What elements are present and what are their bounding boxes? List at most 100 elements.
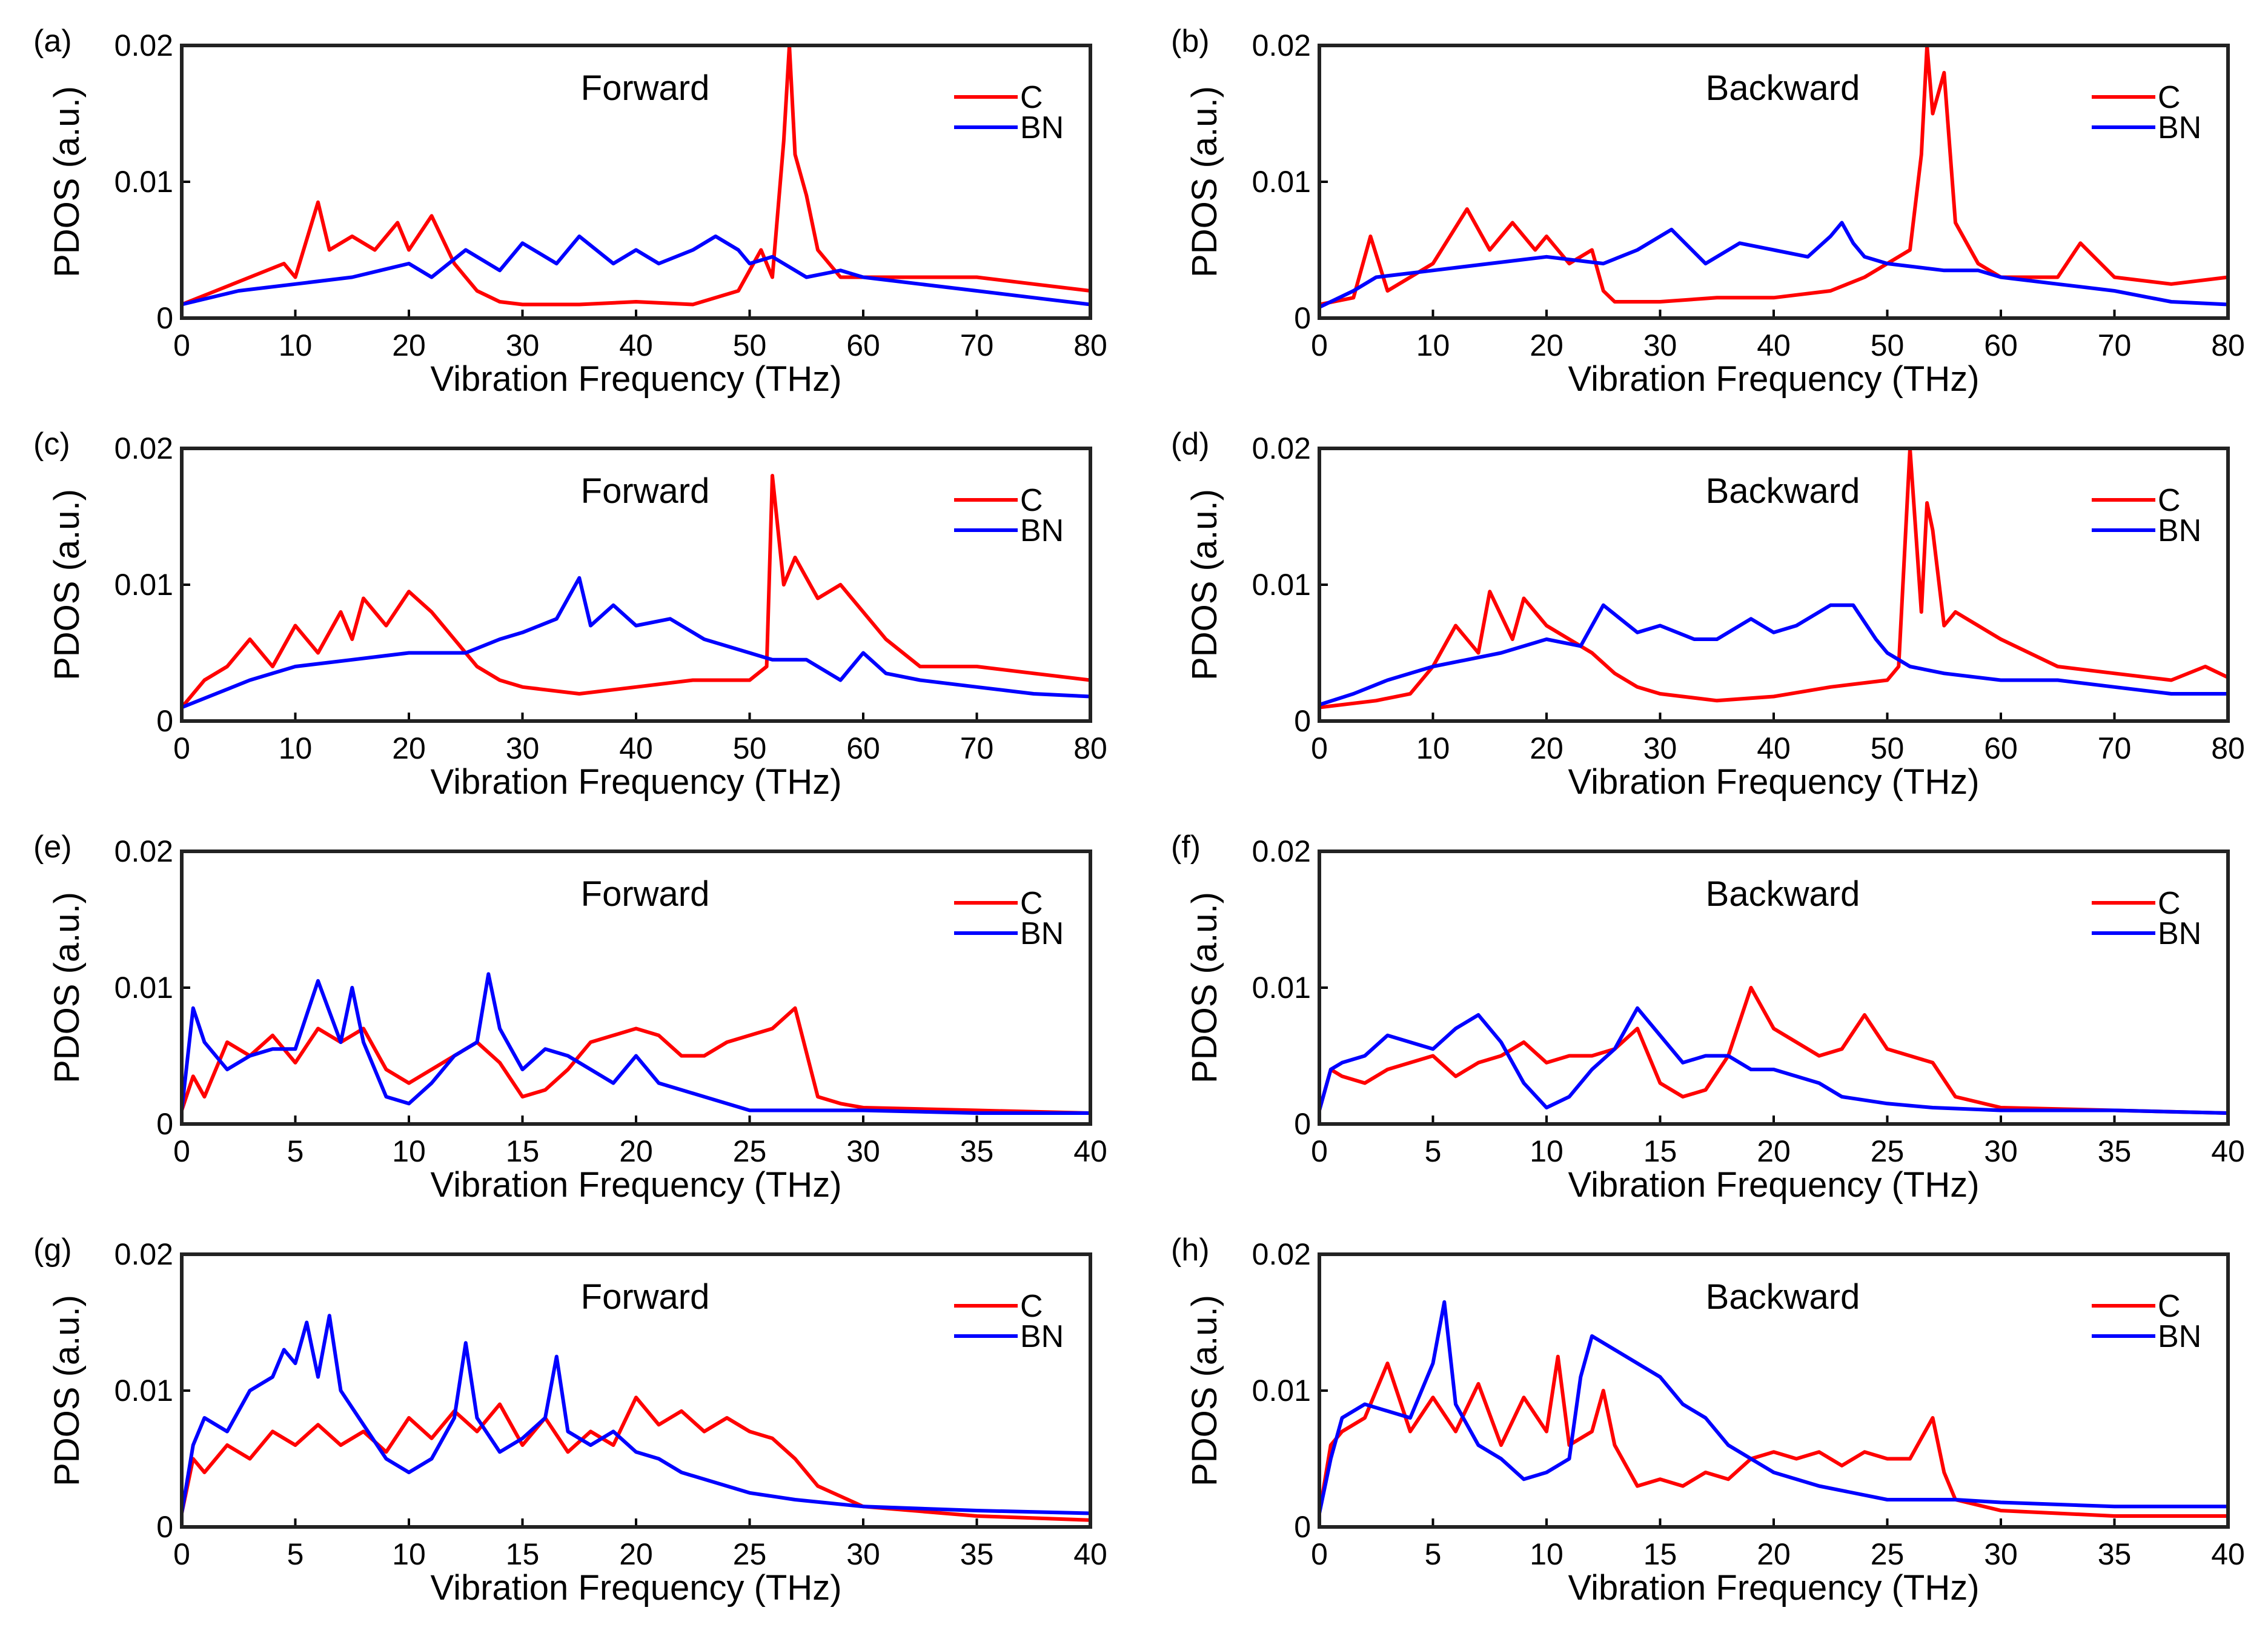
x-tick-label: 40 xyxy=(1757,328,1791,362)
x-axis-title: Vibration Frequency (THz) xyxy=(1568,762,1979,802)
legend-label-bn: BN xyxy=(2158,1319,2201,1354)
panel-label: (d) xyxy=(1171,427,1210,462)
x-axis-title: Vibration Frequency (THz) xyxy=(430,1165,841,1205)
x-tick-label: 40 xyxy=(1073,1134,1107,1168)
plot-frame xyxy=(1318,850,2230,1126)
series-line-bn xyxy=(1319,1006,2228,1115)
y-axis-title: PDOS (a.u.) xyxy=(1185,86,1224,278)
x-tick-label: 10 xyxy=(279,731,313,765)
panel-label: (c) xyxy=(33,427,70,462)
y-tick-label: 0.01 xyxy=(114,568,173,602)
panel-label: (b) xyxy=(1171,24,1210,59)
x-tick-label: 30 xyxy=(1984,1134,2018,1168)
x-tick-label: 40 xyxy=(1757,731,1791,765)
panel-title: Backward xyxy=(1706,68,1860,108)
x-tick-label: 0 xyxy=(173,1134,190,1168)
plot-frame xyxy=(180,447,1092,723)
x-tick-label: 60 xyxy=(846,731,880,765)
x-tick-label: 60 xyxy=(846,328,880,362)
x-tick-label: 20 xyxy=(1757,1537,1791,1571)
panel-label: (e) xyxy=(33,830,72,865)
series-line-c xyxy=(1319,1354,2228,1518)
panel-label: (a) xyxy=(33,24,72,59)
x-tick-label: 5 xyxy=(287,1537,304,1571)
x-tick-label: 35 xyxy=(960,1537,994,1571)
legend-label-c: C xyxy=(1020,483,1043,518)
x-tick-label: 0 xyxy=(1311,328,1328,362)
legend-label-c: C xyxy=(1020,1289,1043,1324)
series-line-c xyxy=(182,1395,1090,1522)
x-tick-label: 70 xyxy=(2098,731,2132,765)
x-tick-label: 15 xyxy=(506,1134,540,1168)
panel-title: Forward xyxy=(581,1277,710,1317)
panel-title: Forward xyxy=(581,874,710,914)
y-tick-label: 0.02 xyxy=(114,834,173,868)
legend-label-c: C xyxy=(2158,1289,2181,1324)
x-tick-label: 80 xyxy=(1073,328,1107,362)
x-tick-label: 30 xyxy=(506,731,540,765)
x-axis-title: Vibration Frequency (THz) xyxy=(430,359,841,399)
series-line-c xyxy=(182,45,1090,307)
legend-label-bn: BN xyxy=(1020,1319,1064,1354)
x-tick-label: 5 xyxy=(1425,1134,1442,1168)
x-tick-label: 35 xyxy=(2098,1134,2132,1168)
x-tick-label: 20 xyxy=(1530,731,1563,765)
x-tick-label: 30 xyxy=(1643,328,1677,362)
x-tick-label: 50 xyxy=(733,731,767,765)
legend-label-c: C xyxy=(2158,886,2181,921)
y-tick-label: 0.02 xyxy=(114,1237,173,1271)
x-tick-label: 25 xyxy=(733,1134,767,1168)
series-line-bn xyxy=(182,1314,1090,1515)
y-tick-label: 0.02 xyxy=(1252,1237,1311,1271)
panel-title: Backward xyxy=(1706,1277,1860,1317)
y-tick-label: 0 xyxy=(1294,301,1311,335)
y-tick-label: 0.01 xyxy=(114,971,173,1005)
panel-label: (f) xyxy=(1171,830,1201,865)
series-line-bn xyxy=(1319,221,2228,309)
x-axis-title: Vibration Frequency (THz) xyxy=(1568,1568,1979,1608)
x-tick-label: 70 xyxy=(960,731,994,765)
x-tick-label: 10 xyxy=(392,1537,426,1571)
y-tick-label: 0.01 xyxy=(1252,971,1311,1005)
x-tick-label: 0 xyxy=(1311,731,1328,765)
y-tick-label: 0 xyxy=(1294,1107,1311,1141)
series-line-c xyxy=(1319,45,2228,307)
y-tick-label: 0 xyxy=(156,704,173,738)
legend-label-c: C xyxy=(1020,80,1043,115)
panel-f: (f) 0 0.01 0.02 0 5 10 15 20 25 30 35 40 Vibration Fr… xyxy=(1171,830,2245,1205)
x-tick-label: 25 xyxy=(1871,1134,1905,1168)
x-tick-label: 0 xyxy=(173,328,190,362)
y-tick-label: 0 xyxy=(1294,704,1311,738)
x-tick-label: 5 xyxy=(1425,1537,1442,1571)
panel-title: Backward xyxy=(1706,471,1860,511)
legend-label-bn: BN xyxy=(1020,916,1064,951)
y-tick-label: 0.02 xyxy=(1252,28,1311,62)
y-axis-title: PDOS (a.u.) xyxy=(1185,489,1224,680)
y-tick-label: 0.01 xyxy=(1252,1374,1311,1408)
x-tick-label: 0 xyxy=(1311,1134,1328,1168)
y-tick-label: 0.01 xyxy=(1252,165,1311,199)
y-axis-title: PDOS (a.u.) xyxy=(1185,1295,1224,1486)
x-tick-label: 20 xyxy=(392,731,426,765)
series-line-bn xyxy=(1319,1300,2228,1514)
legend-label-bn: BN xyxy=(1020,513,1064,548)
panel-label: (g) xyxy=(33,1232,72,1268)
x-tick-label: 40 xyxy=(1073,1537,1107,1571)
plot-frame xyxy=(1318,447,2230,723)
y-tick-label: 0.01 xyxy=(114,1374,173,1408)
y-tick-label: 0 xyxy=(156,1107,173,1141)
x-tick-label: 35 xyxy=(960,1134,994,1168)
series-line-c xyxy=(182,1006,1090,1115)
panel-g: (g) 0 0.01 0.02 0 5 10 15 20 25 30 35 40 Vibration Fr… xyxy=(33,1232,1107,1608)
panel-a: (a) 0 0.01 0.02 0 10 20 30 40 50 60 70 80 Vibration F… xyxy=(33,24,1107,399)
x-tick-label: 15 xyxy=(1643,1537,1677,1571)
legend-label-c: C xyxy=(2158,483,2181,518)
x-axis-title: Vibration Frequency (THz) xyxy=(1568,1165,1979,1205)
y-tick-label: 0.02 xyxy=(1252,834,1311,868)
x-axis-title: Vibration Frequency (THz) xyxy=(430,762,841,802)
series-line-c xyxy=(1319,986,2228,1115)
x-tick-label: 60 xyxy=(1984,328,2018,362)
x-tick-label: 0 xyxy=(173,1537,190,1571)
plot-frame xyxy=(1318,44,2230,320)
y-axis-title: PDOS (a.u.) xyxy=(47,892,87,1083)
